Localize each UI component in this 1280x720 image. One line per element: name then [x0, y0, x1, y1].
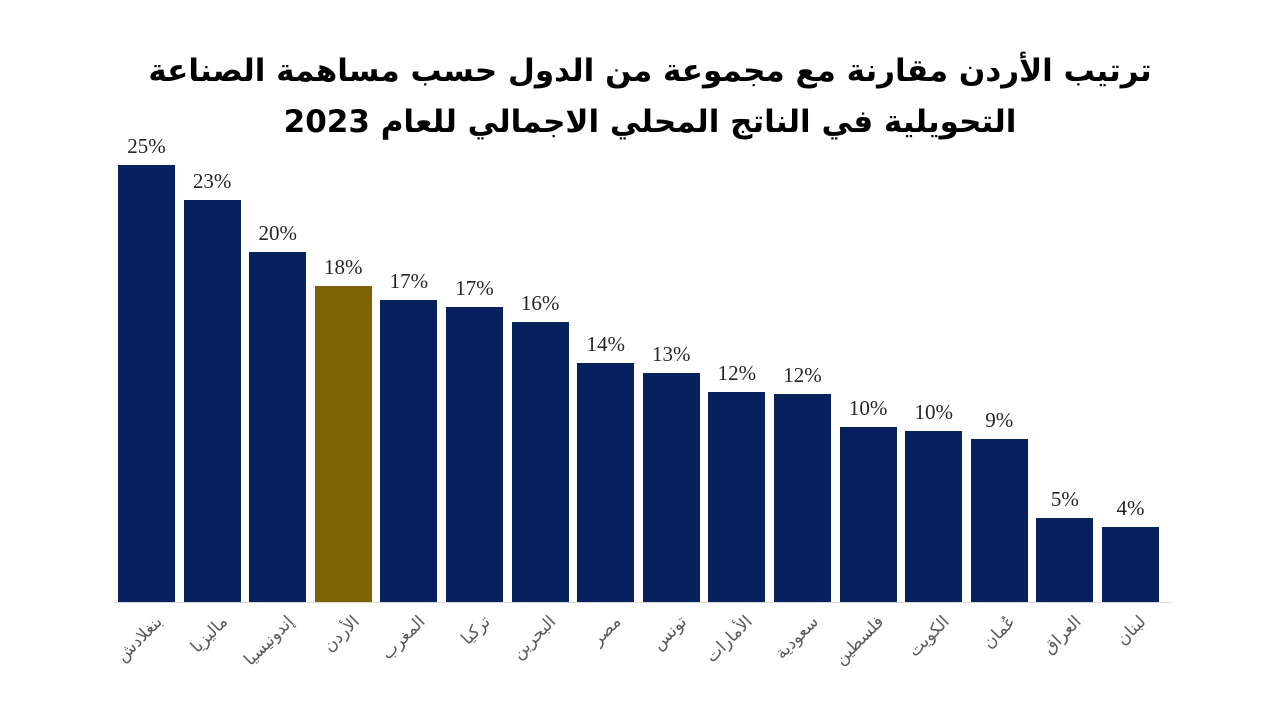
category-label: الأمارات [702, 612, 758, 667]
bar-value-label: 23% [192, 169, 232, 193]
category-label: الكويت [904, 612, 954, 662]
category-label: تركيا [457, 612, 495, 650]
bar-highlight-jordan [314, 286, 372, 602]
chart-title: ترتيب الأردن مقارنة مع مجموعة من الدول ح… [20, 46, 1280, 148]
bar [446, 307, 503, 602]
bar [118, 165, 175, 602]
category-label: تونس [649, 612, 692, 655]
bar [1102, 527, 1159, 602]
bar-value-label: 18% [324, 255, 363, 279]
bar-value-label: 17% [389, 269, 429, 293]
bar [774, 394, 831, 602]
bar-value-label: 20% [258, 221, 297, 245]
bar [183, 200, 241, 602]
bar-value-label: 5% [1050, 487, 1079, 511]
category-label: عُمان [978, 612, 1020, 653]
x-axis-line [114, 602, 1172, 603]
bar [839, 427, 897, 602]
bar [905, 431, 963, 602]
bar [380, 300, 438, 602]
category-label: فلسطين [831, 612, 889, 670]
chart-title-line1: ترتيب الأردن مقارنة مع مجموعة من الدول ح… [148, 53, 1152, 89]
bar [970, 439, 1028, 602]
bar [642, 373, 700, 602]
category-label: سعودية [771, 612, 823, 664]
bar-value-label: 14% [586, 332, 625, 356]
category-label: ماليزيا [187, 612, 233, 658]
category-label: لبنان [1113, 612, 1151, 650]
category-label: إندونيسيا [239, 612, 298, 670]
bar-value-label: 25% [127, 134, 166, 158]
category-label: الأردن [319, 612, 364, 657]
category-label: المغرب [377, 612, 430, 664]
bar-value-label: 9% [985, 408, 1014, 432]
bar [511, 322, 569, 602]
category-label: البحرين [508, 612, 561, 664]
bar [708, 392, 766, 602]
bar-value-label: 12% [783, 363, 822, 387]
bar-value-label: 13% [652, 342, 691, 366]
bar-value-label: 12% [717, 361, 757, 385]
bar-value-label: 16% [520, 291, 560, 315]
bar [577, 363, 635, 602]
bar-value-label: 10% [914, 400, 953, 424]
bar [1036, 518, 1094, 602]
bar [249, 252, 307, 602]
category-label: بنغلادش [112, 612, 167, 667]
chart-title-line2: التحويلية في الناتج المحلي الاجمالي للعا… [283, 104, 1017, 140]
bar-value-label: 17% [455, 276, 494, 300]
category-label: العراق [1038, 612, 1086, 659]
bar-value-label: 4% [1116, 496, 1145, 520]
category-label: مصر [588, 612, 626, 650]
bar-value-label: 10% [848, 396, 888, 420]
